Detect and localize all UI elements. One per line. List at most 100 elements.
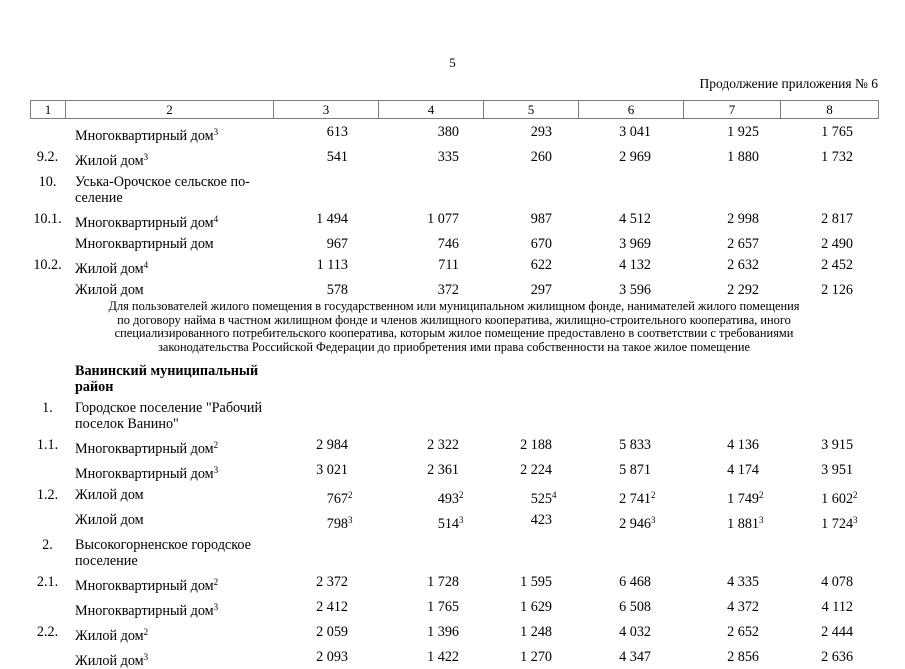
value-cell: 335 [437, 149, 459, 165]
value-cell: 670 [530, 236, 552, 252]
footnote-marker: 4 [213, 214, 219, 224]
value-cell: 7672 [326, 490, 353, 507]
table-row: Ванинский муниципальный район [30, 358, 878, 395]
footnote-marker: 2 [143, 627, 149, 637]
value-cell: 541 [326, 149, 348, 165]
row-label-cell: Ванинский муниципальный район [75, 363, 259, 395]
row-number-cell [30, 644, 65, 669]
value-cell: 2 636 [821, 649, 854, 665]
row-number-cell: 10. [38, 174, 57, 190]
table-row: 1.2. Жилой дом 7672 4932 5254 2 7412 1 7492 1 6… [30, 482, 878, 507]
value-cell: 1 113 [316, 257, 348, 273]
value-cell: 4 078 [821, 574, 854, 590]
value-cell: 2 322 [427, 437, 459, 453]
header-cell-7: 7 [683, 100, 781, 119]
value-cell: 2 361 [427, 462, 459, 478]
header-cell-1: 1 [30, 100, 66, 119]
table-row: Многоквартирный дом3 3 021 2 361 2 224 5 871… [30, 457, 878, 482]
value-cell: 423 [530, 512, 552, 528]
value-cell: 4 174 [727, 462, 759, 478]
value-cell: 1 629 [520, 599, 552, 615]
table-row: Жилой дом 7983 5143 423 2 9463 1 8813 1 7243 [30, 507, 878, 532]
header-cell-8: 8 [780, 100, 879, 119]
continuation-note: Продолжение приложения № 6 [699, 76, 878, 91]
value-cell: 2 7412 [619, 490, 656, 507]
value-cell: 1 925 [727, 124, 759, 140]
row-label-cell: Жилой дом [75, 512, 144, 528]
value-cell: 2 984 [316, 437, 348, 453]
table-row: Многоквартирный дом 967 746 670 3 969 2 657 2 … [30, 231, 878, 252]
footnote-marker: 3 [213, 127, 219, 137]
value-cell: 2 372 [316, 574, 348, 590]
value-cell: 1 728 [427, 574, 459, 590]
value-cell: 1 8813 [727, 515, 764, 532]
value-cell: 2 292 [727, 282, 759, 298]
row-number-cell: 2.1. [36, 574, 59, 590]
value-cell: 987 [530, 211, 552, 227]
value-cell: 2 126 [821, 282, 853, 298]
value-cell: 4 372 [727, 599, 759, 615]
table-row: Жилой дом3 2 093 1 422 1 270 4 347 2 856 2 636 [30, 644, 878, 669]
value-cell: 2 998 [727, 211, 759, 227]
value-cell: 3 915 [821, 437, 854, 453]
row-number-cell [30, 119, 65, 144]
value-cell: 2 817 [821, 211, 853, 227]
row-label-cell: Городское поселение "Рабочий поселок Вани… [75, 400, 263, 432]
value-cell: 6 468 [619, 574, 651, 590]
row-number-cell [30, 231, 65, 252]
row-label-cell: Многоквартирный дом2 [75, 577, 219, 594]
row-label-cell: Многоквартирный дом3 [75, 465, 219, 482]
value-cell: 1 595 [520, 574, 552, 590]
value-cell: 2 490 [821, 236, 853, 252]
row-label-cell: Жилой дом [75, 282, 144, 298]
value-cell: 2 444 [821, 624, 854, 640]
value-cell: 1 270 [520, 649, 552, 665]
value-cell: 380 [437, 124, 459, 140]
value-cell: 372 [437, 282, 459, 298]
value-cell: 1 880 [727, 149, 759, 165]
value-cell: 7983 [326, 515, 353, 532]
value-cell: 297 [530, 282, 552, 298]
footnote-marker: 4 [143, 260, 149, 270]
value-cell: 711 [438, 257, 459, 273]
note-line: специализированного потребительского коо… [114, 326, 794, 340]
table-body-bottom: Ванинский муниципальный район 1. Городское … [30, 358, 878, 669]
row-number-cell [30, 358, 65, 395]
row-label-cell: Многоквартирный дом3 [75, 127, 219, 144]
row-number-cell: 9.2. [36, 149, 59, 165]
value-cell: 1 7492 [727, 490, 764, 507]
footnote-marker: 3 [213, 602, 219, 612]
value-cell: 578 [326, 282, 348, 298]
value-cell: 5143 [437, 515, 464, 532]
value-cell: 1 396 [427, 624, 459, 640]
row-label-cell: Жилой дом [75, 487, 144, 503]
row-label-cell: Многоквартирный дом4 [75, 214, 219, 231]
value-cell: 2 9463 [619, 515, 656, 532]
note-line: законодательства Российской Федерации до… [158, 339, 750, 354]
row-number-cell: 2.2. [36, 624, 59, 640]
value-cell: 746 [437, 236, 459, 252]
row-label-cell: Жилой дом3 [75, 652, 149, 669]
row-label-cell: Жилой дом3 [75, 152, 149, 169]
header-cell-6: 6 [578, 100, 684, 119]
page-number: 5 [449, 55, 456, 70]
value-cell: 3 596 [619, 282, 651, 298]
row-label-cell: Высокогорненское городское поселение [75, 537, 251, 569]
table-row: 9.2. Жилой дом3 541 335 260 2 969 1 880 1 732 [30, 144, 878, 169]
row-number-cell [30, 507, 65, 532]
value-cell: 5254 [530, 490, 557, 507]
row-label-cell: Жилой дом4 [75, 260, 149, 277]
header-cell-3: 3 [273, 100, 379, 119]
value-cell: 1 422 [427, 649, 459, 665]
value-cell: 622 [530, 257, 552, 273]
value-cell: 1 6022 [821, 490, 858, 507]
row-number-cell [30, 277, 65, 298]
table-body-top: Многоквартирный дом3 613 380 293 3 041 1 925 1… [30, 119, 878, 298]
value-cell: 2 093 [316, 649, 348, 665]
row-number-cell [30, 457, 65, 482]
value-cell: 967 [326, 236, 348, 252]
value-cell: 4 132 [619, 257, 651, 273]
